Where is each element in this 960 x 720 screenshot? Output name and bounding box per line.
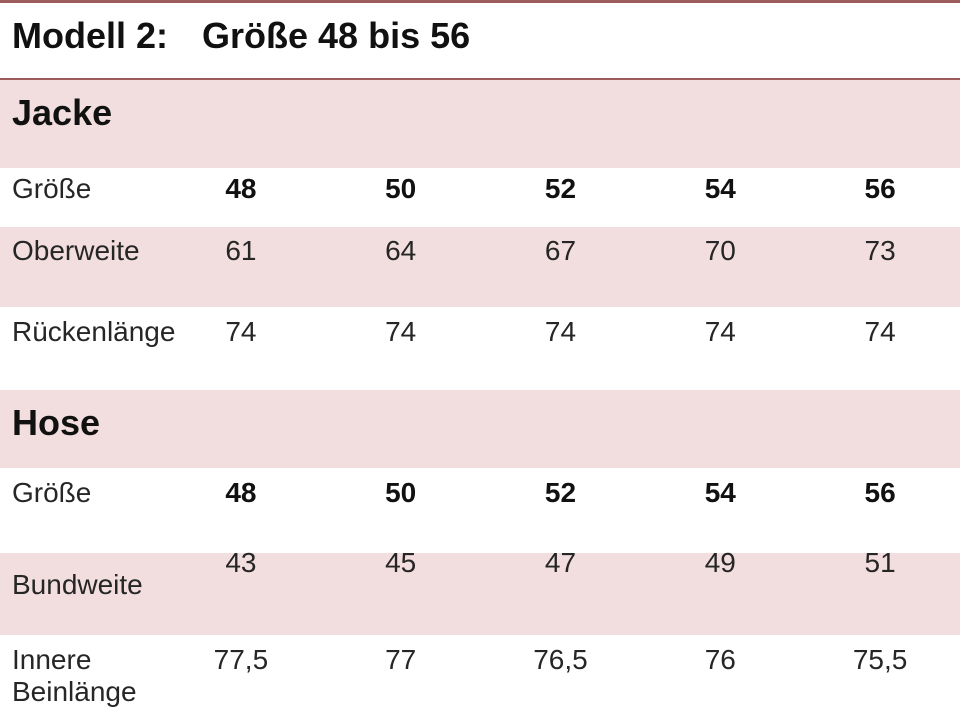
size-header-value: 56 (864, 173, 896, 204)
title-size-range: Größe 48 bis 56 (202, 15, 471, 56)
row-label: Rückenlänge (12, 316, 176, 347)
row-label: Innere Beinlänge (12, 644, 137, 708)
measurement-value: 74 (864, 316, 896, 347)
size-header-value: 54 (704, 173, 736, 204)
measurement-value: 51 (864, 547, 896, 578)
table-row-rueckenlaenge: Rückenlänge 74 74 74 74 74 (0, 307, 960, 390)
measurement-value: 67 (544, 235, 577, 266)
title-model: Modell 2: (12, 15, 169, 56)
table-row-innere-beinlaenge: Innere Beinlänge 77,5 77 76,5 76 75,5 (0, 635, 960, 720)
size-header-value: 56 (864, 477, 896, 508)
measurement-value: 77 (385, 644, 417, 675)
measurement-value: 74 (385, 316, 417, 347)
section-title: Jacke (12, 92, 113, 133)
size-header-value: 48 (225, 477, 257, 508)
section-title: Hose (12, 402, 101, 443)
measurement-value: 45 (385, 547, 417, 578)
measurement-value: 73 (864, 235, 896, 266)
title-divider-line (0, 78, 960, 80)
size-header-value: 54 (704, 477, 736, 508)
measurement-value: 61 (225, 235, 257, 266)
size-header-value: 48 (225, 173, 257, 204)
row-label: Größe (12, 477, 92, 508)
measurement-value: 76,5 (533, 644, 588, 675)
measurement-value: 74 (544, 316, 577, 347)
row-label: Bundweite (12, 569, 143, 600)
measurement-value: 77,5 (213, 644, 269, 675)
size-header-value: 50 (385, 173, 417, 204)
page-title: Modell 2: Größe 48 bis 56 (0, 3, 960, 78)
measurement-value: 47 (544, 547, 577, 578)
size-header-value: 52 (544, 173, 577, 204)
table-row-jacke-groesse: Größe 48 50 52 54 56 (0, 168, 960, 227)
section-header-hose: Hose (0, 390, 960, 468)
table-row-oberweite: Oberweite 61 64 67 70 73 (0, 227, 960, 307)
measurement-value: 74 (704, 316, 736, 347)
size-header-value: 52 (544, 477, 577, 508)
measurement-value: 43 (225, 547, 257, 578)
measurement-value: 74 (225, 316, 257, 347)
row-label: Oberweite (12, 235, 140, 266)
size-header-value: 50 (385, 477, 417, 508)
table-row-hose-groesse: Größe 48 50 52 54 56 (0, 468, 960, 553)
measurement-value: 49 (704, 547, 736, 578)
row-label: Größe (12, 173, 92, 204)
top-border-line (0, 0, 960, 3)
measurement-value: 76 (704, 644, 736, 675)
table-row-bundweite: Bundweite 43 45 47 49 51 (0, 547, 960, 635)
measurement-value: 75,5 (852, 644, 908, 675)
measurement-value: 70 (704, 235, 736, 266)
measurement-value: 64 (385, 235, 417, 266)
section-header-jacke: Jacke (0, 80, 960, 168)
